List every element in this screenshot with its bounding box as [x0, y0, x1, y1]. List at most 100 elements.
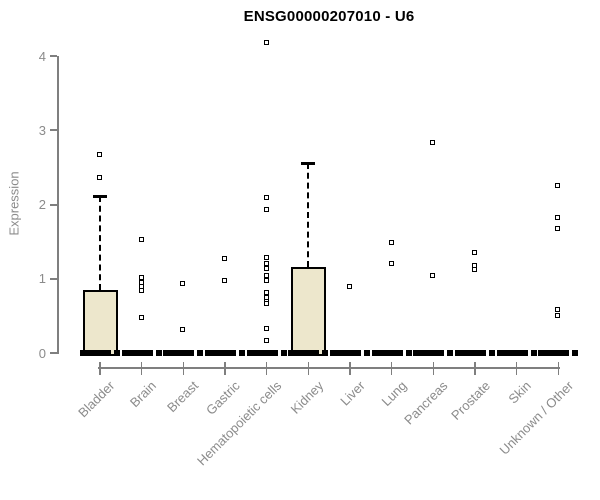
data-point — [555, 182, 561, 188]
data-point — [138, 274, 144, 280]
whisker-cap — [301, 161, 316, 165]
box — [82, 289, 118, 356]
category-label: Liver — [337, 378, 368, 409]
median-zero-bar-stub — [364, 350, 371, 356]
y-axis-line — [57, 56, 59, 354]
category-label: Skin — [505, 378, 535, 407]
x-tick — [224, 362, 226, 375]
data-point — [555, 215, 561, 221]
data-point — [472, 249, 478, 255]
median-zero-bar — [413, 350, 445, 356]
data-point — [430, 273, 436, 279]
data-point — [97, 174, 102, 180]
y-tick-label: 2 — [38, 197, 46, 212]
median-zero-bar-stub — [155, 350, 162, 356]
x-tick — [182, 362, 185, 375]
median-zero-bar-stub — [114, 350, 120, 356]
category-label: Unknown / Other — [496, 378, 576, 458]
data-point — [263, 325, 269, 331]
category-label: Prostate — [447, 378, 493, 423]
x-tick — [349, 362, 351, 375]
x-tick — [432, 362, 435, 375]
x-tick — [474, 362, 476, 375]
data-point — [180, 280, 186, 286]
x-tick — [99, 362, 101, 375]
median-zero-bar — [288, 350, 320, 356]
category-label: Brain — [127, 378, 160, 411]
data-point — [263, 40, 269, 46]
y-tick-label: 4 — [38, 48, 46, 64]
median-zero-bar — [455, 350, 487, 356]
data-point — [97, 152, 102, 158]
median-zero-bar — [163, 350, 195, 356]
category-label: Lung — [378, 378, 410, 410]
x-tick — [140, 362, 143, 375]
y-tick-label: 1 — [38, 271, 46, 287]
y-tick-label: 0 — [38, 345, 46, 361]
data-point — [555, 307, 561, 313]
category-label: Gastric — [202, 378, 243, 418]
whisker — [307, 162, 310, 267]
whisker — [99, 196, 101, 290]
data-point — [555, 225, 561, 231]
median-zero-bar-stub — [489, 350, 496, 356]
data-point — [263, 277, 269, 283]
x-tick — [265, 362, 268, 375]
data-point — [472, 267, 478, 273]
median-zero-bar — [538, 350, 570, 356]
median-zero-bar — [496, 350, 528, 356]
data-point — [180, 327, 186, 333]
x-tick — [557, 362, 560, 375]
x-axis-line — [98, 367, 560, 369]
y-tick — [50, 203, 57, 206]
x-tick — [390, 362, 393, 375]
data-point — [263, 301, 269, 307]
data-point — [347, 284, 353, 290]
data-point — [138, 236, 144, 242]
data-point — [555, 312, 561, 318]
y-tick — [50, 129, 57, 132]
category-label: Breast — [163, 378, 201, 416]
data-point — [388, 260, 394, 266]
y-tick-label: 3 — [38, 122, 46, 138]
median-zero-bar — [330, 350, 362, 356]
median-zero-bar — [246, 350, 278, 356]
category-label: Kidney — [287, 378, 326, 417]
data-point — [138, 314, 144, 320]
median-zero-bar-stub — [572, 350, 579, 356]
category-label: Pancreas — [401, 378, 451, 428]
data-point — [263, 337, 269, 343]
whisker-cap — [93, 195, 107, 199]
data-point — [263, 272, 269, 278]
x-tick — [515, 362, 518, 375]
median-zero-bar — [371, 350, 403, 356]
box — [290, 266, 326, 356]
data-point — [263, 207, 269, 213]
data-point — [388, 239, 394, 245]
chart-title: ENSG00000207010 - U6 — [243, 8, 415, 25]
data-point — [263, 255, 269, 261]
y-tick — [50, 352, 57, 354]
median-zero-bar-stub — [197, 350, 204, 356]
y-tick — [50, 277, 57, 280]
median-zero-bar-stub — [447, 350, 454, 356]
median-zero-bar — [205, 350, 236, 356]
y-tick — [50, 55, 57, 57]
median-zero-bar — [121, 350, 153, 356]
data-point — [138, 288, 144, 294]
median-zero-bar — [80, 350, 111, 356]
median-zero-bar-stub — [530, 350, 537, 356]
median-zero-bar-stub — [239, 350, 245, 356]
data-point — [222, 277, 227, 283]
median-zero-bar-stub — [322, 350, 329, 356]
data-point — [263, 265, 269, 271]
median-zero-bar-stub — [405, 350, 412, 356]
median-zero-bar-stub — [280, 350, 287, 356]
category-label: Bladder — [75, 378, 118, 421]
data-point — [263, 195, 269, 201]
data-point — [222, 256, 227, 262]
data-point — [430, 140, 436, 146]
data-point — [263, 260, 269, 266]
x-tick — [307, 362, 310, 375]
